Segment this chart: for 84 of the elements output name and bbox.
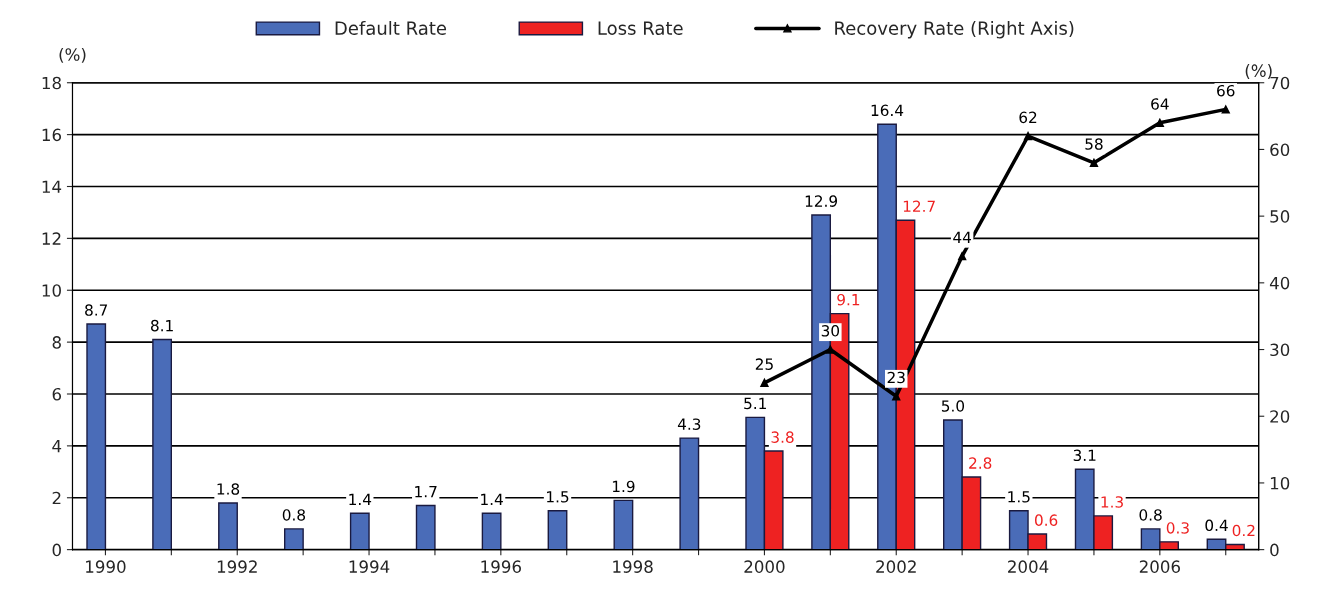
y-axis-title: (%) — [59, 47, 86, 63]
data-label: 0.6 — [1034, 514, 1058, 526]
x-tick-label: 2002 — [876, 560, 916, 573]
data-label: 16.4 — [871, 104, 904, 117]
point — [1221, 105, 1230, 114]
data-label: 1.5 — [547, 491, 569, 503]
data-label: 5.0 — [941, 400, 965, 412]
y-tick-label: 4 — [52, 440, 62, 453]
data-label: 3.8 — [771, 431, 794, 443]
data-label: 0.3 — [1166, 522, 1189, 534]
data-label: 1.5 — [1008, 491, 1030, 503]
y2-tick-label: 70 — [1270, 76, 1290, 90]
legend-label: Loss Rate — [598, 21, 683, 35]
data-label: 64 — [1151, 98, 1169, 110]
data-label: 8.1 — [151, 319, 173, 332]
y-tick-label: 2 — [52, 491, 61, 505]
y-tick-label: 16 — [42, 128, 62, 142]
x-tick-label: 1994 — [349, 560, 390, 573]
bar — [679, 437, 700, 550]
y2-axis-title: (%) — [1245, 64, 1272, 79]
data-label: 2.8 — [969, 457, 992, 469]
x-tick-label: 2006 — [1139, 560, 1180, 573]
x-tick-label: 1992 — [217, 560, 257, 573]
x-tick-label: 1990 — [86, 560, 126, 573]
bar — [218, 502, 238, 550]
x-tick-label: 2000 — [744, 560, 785, 573]
data-label: 0.4 — [1205, 519, 1228, 532]
y2-tick-label: 40 — [1269, 276, 1290, 290]
y2-tick-label: 10 — [1270, 476, 1290, 490]
legend-label: Default Rate — [335, 21, 447, 35]
data-label: 30 — [821, 325, 840, 337]
data-label: 12.9 — [805, 195, 838, 207]
bar — [283, 528, 304, 550]
point — [1155, 118, 1165, 127]
y2-tick-label: 30 — [1270, 343, 1290, 357]
data-label: 58 — [1085, 138, 1103, 150]
bar — [481, 512, 502, 550]
y-tick-label: 10 — [42, 284, 61, 297]
data-label: 0.8 — [1139, 509, 1162, 521]
legend-label: Recovery Rate (Right Axis) — [835, 21, 1074, 39]
bar — [86, 323, 107, 550]
data-label: 8.7 — [85, 304, 108, 316]
data-label: 0.2 — [1232, 524, 1255, 537]
bar — [613, 499, 634, 550]
data-label: 1.4 — [481, 493, 503, 505]
y-tick-label: 6 — [52, 387, 62, 401]
x-tick-label: 2004 — [1008, 560, 1049, 573]
data-label: 1.7 — [415, 486, 437, 498]
point — [892, 392, 901, 401]
point — [760, 378, 769, 388]
point — [826, 345, 835, 354]
bar — [152, 338, 173, 550]
x-tick-label: 1996 — [481, 560, 521, 573]
y2-tick-label: 0 — [1270, 543, 1279, 557]
y2-tick-label: 50 — [1270, 210, 1290, 223]
data-label: 0.8 — [282, 509, 306, 521]
point — [957, 251, 967, 261]
data-label: 1.4 — [349, 493, 372, 505]
data-label: 23 — [887, 371, 905, 384]
data-label: 1.8 — [217, 483, 240, 495]
data-label: 4.3 — [677, 418, 701, 430]
x-tick-label: 1998 — [613, 560, 653, 573]
y-tick-label: 0 — [52, 543, 61, 557]
data-label: 12.7 — [903, 200, 935, 212]
point — [1089, 158, 1099, 167]
y2-tick-label: 60 — [1270, 143, 1290, 157]
bar — [415, 504, 436, 550]
data-label: 66 — [1217, 84, 1235, 97]
bar — [547, 510, 568, 550]
data-label: 1.3 — [1101, 496, 1123, 508]
data-label: 25 — [755, 358, 773, 370]
y-tick-label: 12 — [42, 232, 61, 245]
point — [1023, 131, 1033, 141]
y-tick-label: 14 — [42, 180, 62, 193]
data-label: 3.1 — [1073, 449, 1096, 462]
data-label: 62 — [1019, 111, 1037, 124]
data-label: 5.1 — [744, 397, 766, 410]
bar — [349, 512, 370, 550]
data-label: 9.1 — [837, 293, 860, 306]
y2-tick-label: 20 — [1270, 410, 1290, 423]
data-label: 1.9 — [612, 480, 635, 493]
y-tick-label: 8 — [52, 336, 61, 349]
data-label: 44 — [953, 231, 971, 243]
y-tick-label: 18 — [42, 76, 61, 90]
